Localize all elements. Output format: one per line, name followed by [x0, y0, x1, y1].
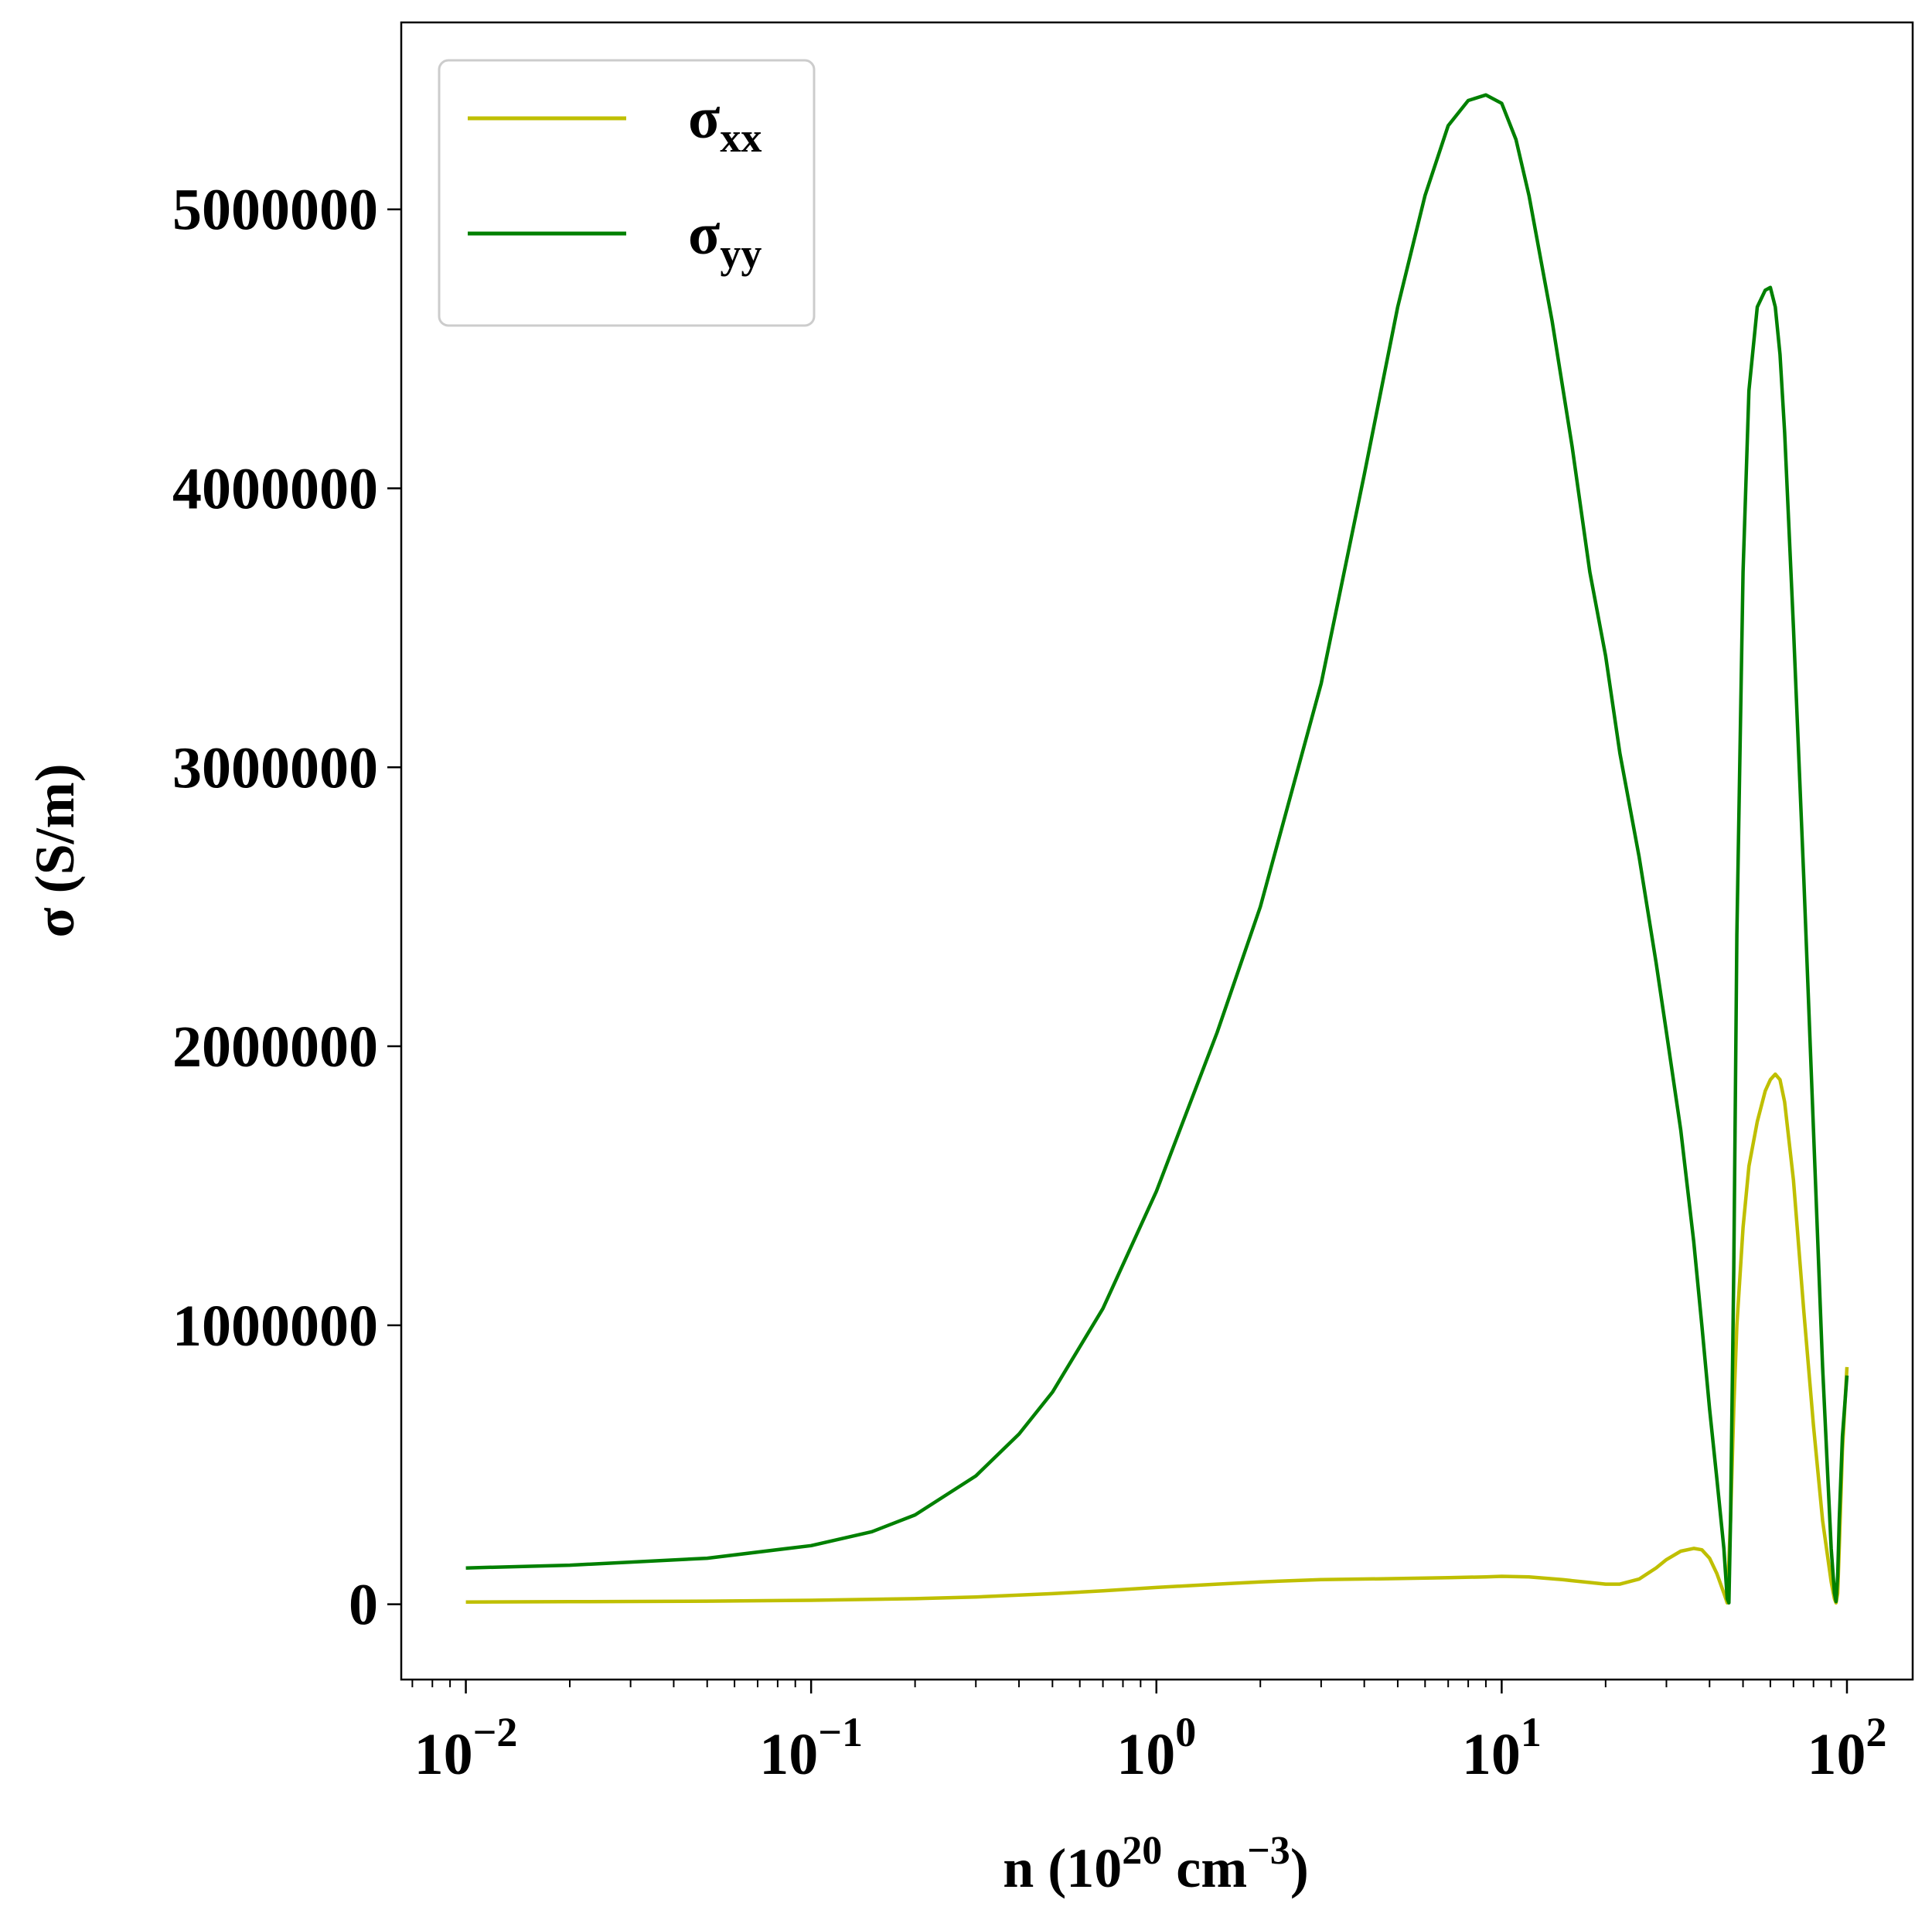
legend-label-sigma-xx: σxx: [688, 86, 762, 161]
x-axis-label-close: ): [1290, 1837, 1309, 1899]
y-axis-label: σ (S/m): [24, 763, 86, 937]
x-axis-label-exponent-1: 20: [1122, 1829, 1162, 1873]
y-tick-label: 5000000: [172, 178, 378, 243]
x-tick-label: 101: [1462, 1709, 1542, 1787]
x-tick-label-base: 10: [1116, 1722, 1175, 1787]
y-tick-label: 0: [349, 1573, 378, 1638]
legend-label-sigma-yy: σyy: [688, 202, 762, 277]
x-tick-label-exponent: −1: [818, 1709, 863, 1755]
y-tick-label: 1000000: [172, 1294, 378, 1359]
x-tick-label-base: 10: [1462, 1722, 1521, 1787]
x-tick-label: 102: [1807, 1709, 1886, 1787]
x-axis-label: n (1020 cm−3): [1003, 1829, 1309, 1899]
x-tick-label-exponent: −2: [473, 1709, 518, 1755]
x-axis-label-base: n (10: [1003, 1837, 1122, 1899]
x-tick-label: 100: [1116, 1709, 1196, 1787]
y-tick-label: 3000000: [172, 735, 378, 800]
series-line-sigma-xx: [465, 1072, 1849, 1605]
y-tick-label: 4000000: [172, 456, 378, 521]
legend: σxx σyy: [438, 59, 816, 327]
legend-frame: [438, 59, 816, 327]
x-tick-label: 10−2: [414, 1709, 518, 1787]
series-lines: [465, 93, 1849, 1605]
x-axis-label-unit: cm: [1162, 1837, 1247, 1899]
y-ticks: 0 1000000 2000000 3000000 4000000 5000000: [172, 178, 401, 1638]
x-tick-label-exponent: 0: [1175, 1709, 1196, 1755]
x-tick-label: 10−1: [759, 1709, 863, 1787]
x-tick-label-exponent: 1: [1521, 1709, 1542, 1755]
x-tick-label-base: 10: [759, 1722, 818, 1787]
x-tick-label-base: 10: [1807, 1722, 1866, 1787]
legend-label-sigma-xx-subscript: xx: [720, 114, 762, 161]
plot-area: 10−2 10−1 100 101 102 0100000020000003000000…: [172, 21, 1914, 1787]
y-tick-label: 2000000: [172, 1015, 378, 1079]
legend-label-sigma-yy-base: σ: [688, 202, 720, 267]
series-line-sigma-yy: [465, 93, 1849, 1605]
x-axis-label-exponent-2: −3: [1247, 1829, 1290, 1873]
x-tick-label-base: 10: [414, 1722, 473, 1787]
x-tick-label-exponent: 2: [1866, 1709, 1886, 1755]
x-major-ticks: 10−2 10−1 100 101 102: [414, 1680, 1886, 1787]
legend-label-sigma-yy-subscript: yy: [720, 230, 762, 277]
legend-label-sigma-xx-base: σ: [688, 86, 720, 151]
x-minor-ticks: [411, 1680, 1832, 1687]
